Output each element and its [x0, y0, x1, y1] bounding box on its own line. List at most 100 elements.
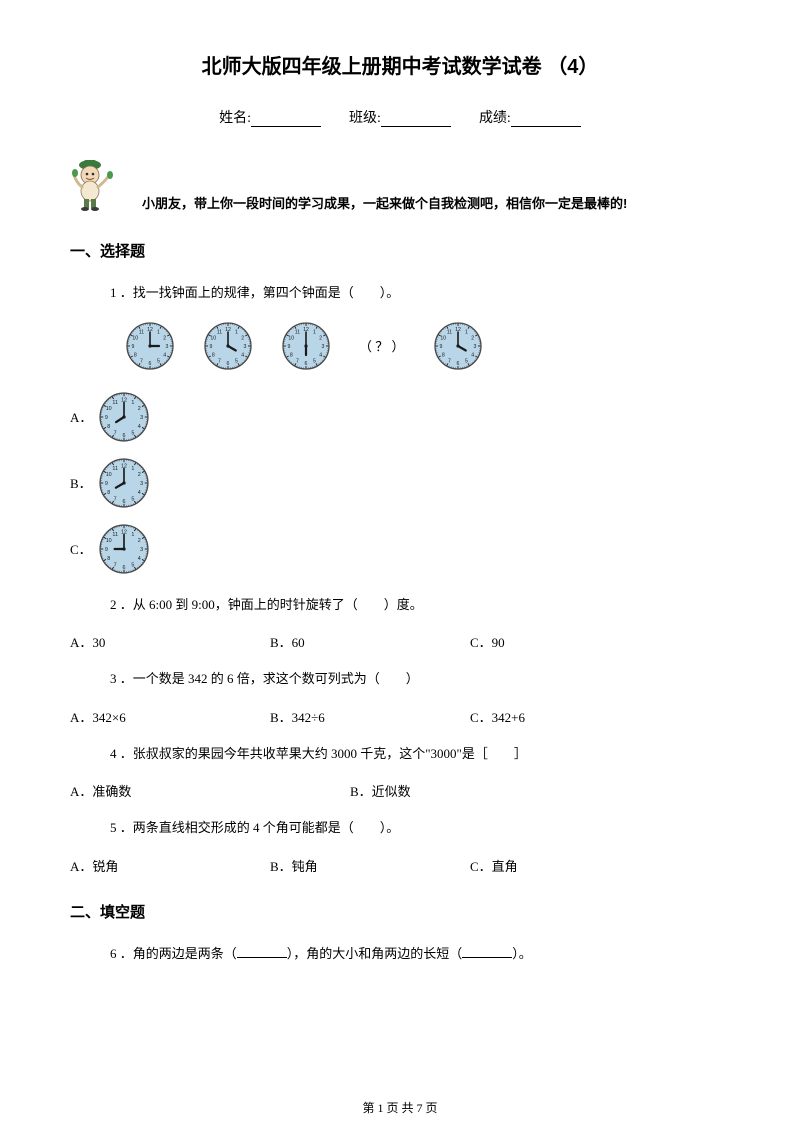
svg-text:2: 2 — [163, 335, 166, 341]
q2-opt-a[interactable]: A．30 — [70, 632, 270, 651]
svg-text:1: 1 — [131, 531, 134, 537]
q1-option-c[interactable]: C． 123456789101112 — [70, 523, 730, 575]
svg-text:7: 7 — [113, 496, 116, 502]
svg-text:5: 5 — [131, 496, 134, 502]
svg-text:11: 11 — [139, 329, 144, 335]
mascot-icon — [70, 157, 122, 212]
q2-opt-b[interactable]: B．60 — [270, 632, 470, 651]
question-3: 3 ．一个数是 342 的 6 倍，求这个数可列式为（ ） — [110, 669, 730, 689]
opt-a-clock: 123456789101112 — [98, 391, 150, 443]
svg-text:11: 11 — [217, 329, 222, 335]
svg-text:9: 9 — [288, 344, 291, 350]
svg-text:11: 11 — [446, 329, 451, 335]
svg-text:9: 9 — [439, 344, 442, 350]
q5-opt-c[interactable]: C．直角 — [470, 856, 650, 875]
svg-text:1: 1 — [132, 399, 135, 405]
q6-blank-1[interactable] — [237, 946, 287, 958]
svg-text:2: 2 — [137, 472, 140, 478]
svg-text:9: 9 — [104, 547, 107, 553]
svg-text:11: 11 — [112, 531, 118, 537]
svg-text:10: 10 — [210, 335, 216, 341]
q4-opt-a[interactable]: A．准确数 — [70, 781, 350, 800]
svg-text:5: 5 — [313, 358, 316, 364]
q4-opt-b[interactable]: B．近似数 — [350, 781, 610, 800]
svg-text:5: 5 — [157, 358, 160, 364]
q2-opt-c[interactable]: C．90 — [470, 632, 650, 651]
opt-c-label: C． — [70, 539, 92, 558]
q1-option-b[interactable]: B． 123456789101112 — [70, 457, 730, 509]
q1-clock-row: 123456789101112 123456789101112 12345678… — [125, 321, 730, 371]
svg-text:3: 3 — [166, 344, 169, 350]
q3-opt-c[interactable]: C．342+6 — [470, 707, 650, 726]
svg-text:8: 8 — [212, 352, 215, 358]
svg-text:4: 4 — [137, 555, 140, 561]
svg-text:8: 8 — [134, 352, 137, 358]
svg-text:9: 9 — [105, 415, 108, 421]
svg-text:8: 8 — [108, 423, 111, 429]
svg-text:2: 2 — [241, 335, 244, 341]
q4-options: A．准确数 B．近似数 — [70, 781, 730, 800]
svg-text:11: 11 — [113, 399, 119, 405]
svg-text:10: 10 — [440, 335, 446, 341]
question-1: 1 ．找一找钟面上的规律，第四个钟面是（ ）。 — [110, 283, 730, 303]
score-label: 成绩: — [479, 111, 511, 126]
svg-text:1: 1 — [235, 329, 238, 335]
svg-text:1: 1 — [131, 465, 134, 471]
q5-opt-b[interactable]: B．钝角 — [270, 856, 470, 875]
svg-text:5: 5 — [132, 430, 135, 436]
svg-text:4: 4 — [241, 352, 244, 358]
q6-p1: 6 ．角的两边是两条（ — [110, 946, 237, 961]
name-label: 姓名: — [219, 111, 251, 126]
svg-text:9: 9 — [104, 481, 107, 487]
svg-text:2: 2 — [137, 538, 140, 544]
svg-text:4: 4 — [137, 489, 140, 495]
q1-qmark: （ ？ ） — [359, 336, 405, 355]
svg-text:7: 7 — [140, 358, 143, 364]
score-blank[interactable] — [511, 113, 581, 127]
question-6: 6 ．角的两边是两条（），角的大小和角两边的长短（）。 — [110, 944, 730, 964]
svg-text:10: 10 — [105, 472, 111, 478]
q3-options: A．342×6 B．342÷6 C．342+6 — [70, 707, 730, 726]
q3-opt-b[interactable]: B．342÷6 — [270, 707, 470, 726]
question-2: 2 ．从 6:00 到 9:00，钟面上的时针旋转了（ ）度。 — [110, 595, 730, 615]
name-blank[interactable] — [251, 113, 321, 127]
svg-text:8: 8 — [107, 489, 110, 495]
student-info-row: 姓名: 班级: 成绩: — [70, 107, 730, 127]
svg-text:9: 9 — [132, 344, 135, 350]
svg-text:8: 8 — [441, 352, 444, 358]
svg-text:8: 8 — [290, 352, 293, 358]
q2-options: A．30 B．60 C．90 — [70, 632, 730, 651]
section-2-heading: 二、填空题 — [70, 901, 730, 922]
svg-text:2: 2 — [319, 335, 322, 341]
svg-text:10: 10 — [288, 335, 294, 341]
svg-text:1: 1 — [465, 329, 468, 335]
svg-text:1: 1 — [157, 329, 160, 335]
svg-text:4: 4 — [163, 352, 166, 358]
class-label: 班级: — [349, 111, 381, 126]
svg-text:10: 10 — [106, 406, 112, 412]
q5-opt-a[interactable]: A．锐角 — [70, 856, 270, 875]
svg-text:3: 3 — [322, 344, 325, 350]
svg-text:3: 3 — [473, 344, 476, 350]
encouragement-row: 小朋友，带上你一段时间的学习成果，一起来做个自我检测吧，相信你一定是最棒的! — [70, 157, 730, 212]
q6-p2: ），角的大小和角两边的长短（ — [287, 946, 463, 961]
opt-c-clock: 123456789101112 — [98, 523, 150, 575]
svg-text:8: 8 — [107, 555, 110, 561]
svg-text:1: 1 — [313, 329, 316, 335]
svg-text:10: 10 — [132, 335, 138, 341]
class-blank[interactable] — [381, 113, 451, 127]
svg-text:2: 2 — [138, 406, 141, 412]
section-1-heading: 一、选择题 — [70, 240, 730, 261]
svg-text:3: 3 — [140, 547, 143, 553]
svg-text:7: 7 — [114, 430, 117, 436]
q3-opt-a[interactable]: A．342×6 — [70, 707, 270, 726]
page-footer: 第 1 页 共 7 页 — [0, 1099, 800, 1116]
q1-option-a[interactable]: A． 123456789101112 — [70, 391, 730, 443]
q6-blank-2[interactable] — [462, 946, 512, 958]
clock-3: 123456789101112 — [281, 321, 331, 371]
svg-text:5: 5 — [235, 358, 238, 364]
svg-text:3: 3 — [140, 481, 143, 487]
svg-text:3: 3 — [244, 344, 247, 350]
svg-text:5: 5 — [465, 358, 468, 364]
opt-b-label: B． — [70, 473, 92, 492]
